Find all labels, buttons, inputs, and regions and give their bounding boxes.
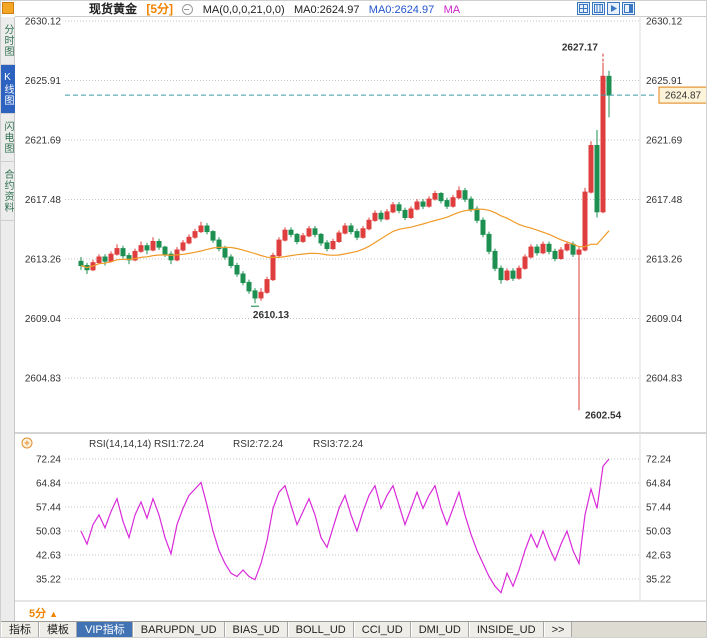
svg-text:2630.12: 2630.12: [25, 17, 62, 28]
sidebar-tab-lightning-chart[interactable]: 闪电图: [1, 114, 15, 162]
svg-text:2609.04: 2609.04: [646, 314, 683, 325]
svg-text:50.03: 50.03: [646, 527, 671, 538]
rsi-line: [80, 458, 610, 594]
collapse-indicator-icon[interactable]: [182, 4, 194, 16]
svg-text:2625.91: 2625.91: [25, 76, 62, 87]
svg-text:2602.54: 2602.54: [585, 410, 622, 421]
svg-text:2610.13: 2610.13: [253, 310, 290, 321]
candlesticks: [78, 62, 612, 411]
chart-area[interactable]: 2630.12 2625.91 2621.69 2617.48 2613.26 2609.…: [15, 16, 707, 606]
svg-text:72.24: 72.24: [36, 455, 61, 466]
left-chart-mode-sidebar: 分时图 K线图 闪电图 合约资料: [1, 17, 15, 621]
ma-line: [80, 208, 610, 269]
bottom-tab-boll-ud[interactable]: BOLL_UD: [287, 622, 354, 637]
svg-text:2617.48: 2617.48: [25, 195, 62, 206]
svg-text:RSI(14,14,14) RSI1:72.24: RSI(14,14,14) RSI1:72.24: [89, 439, 205, 450]
bottom-tab-cci-ud[interactable]: CCI_UD: [353, 622, 411, 637]
bottom-tab-templates[interactable]: 模板: [39, 622, 77, 637]
footer-period-selector[interactable]: 5分 ▲: [29, 605, 58, 620]
svg-text:57.44: 57.44: [36, 503, 61, 514]
ma0-value-2: MA0:2624.97: [368, 4, 435, 16]
rsi-header: RSI(14,14,14) RSI1:72.24 RSI2:72.24 RSI3:7…: [21, 437, 363, 450]
footer-period-label: 5分: [29, 608, 47, 620]
rsi-axis-right: 72.24 64.84 57.44 50.03 42.63 35.22: [646, 455, 671, 586]
chart-title-area: 现货黄金 [5分] MA(0,0,0,21,0,0) MA0:2624.97 M…: [89, 2, 466, 16]
sidebar-toggle-icon[interactable]: [622, 2, 635, 15]
ma-label: MA: [443, 4, 461, 16]
panel-frame: [15, 16, 706, 602]
sidebar-tab-contract-info[interactable]: 合约资料: [1, 162, 15, 221]
sidebar-tab-kline-chart[interactable]: K线图: [1, 65, 15, 114]
bottom-tab-more[interactable]: >>: [543, 622, 573, 637]
svg-text:2613.26: 2613.26: [646, 255, 683, 266]
svg-text:2625.91: 2625.91: [646, 76, 683, 87]
svg-text:2627.17: 2627.17: [562, 43, 599, 54]
svg-text:2613.26: 2613.26: [25, 255, 62, 266]
sidebar-tab-time-chart[interactable]: 分时图: [1, 17, 15, 65]
bottom-tab-vip-indicators[interactable]: VIP指标: [77, 622, 133, 637]
bottom-tab-bias-ud[interactable]: BIAS_UD: [224, 622, 288, 637]
bottom-tab-indicators[interactable]: 指标: [1, 622, 39, 637]
app-logo-icon: [2, 2, 14, 14]
layout-grid-icon[interactable]: [577, 2, 590, 15]
period-up-arrow-icon: ▲: [49, 609, 59, 619]
period-badge: [5分]: [146, 2, 174, 16]
window-layout-controls: [577, 2, 635, 15]
svg-text:RSI2:72.24: RSI2:72.24: [233, 439, 283, 450]
svg-text:2621.69: 2621.69: [646, 136, 683, 147]
svg-text:RSI3:72.24: RSI3:72.24: [313, 439, 363, 450]
svg-text:50.03: 50.03: [36, 527, 61, 538]
svg-text:2630.12: 2630.12: [646, 17, 683, 28]
price-axis-left: 2630.12 2625.91 2621.69 2617.48 2613.26 2609.…: [25, 17, 62, 385]
svg-text:2604.83: 2604.83: [646, 374, 683, 385]
layout-tile-icon[interactable]: [592, 2, 605, 15]
current-price-box: 2624.87: [658, 86, 706, 104]
price-gridlines: [65, 20, 640, 379]
price-axis-right: 2630.12 2625.91 2621.69 2617.48 2613.26 2609.…: [646, 17, 683, 385]
bottom-tab-inside-ud[interactable]: INSIDE_UD: [468, 622, 544, 637]
svg-text:2609.04: 2609.04: [25, 314, 62, 325]
svg-text:72.24: 72.24: [646, 455, 671, 466]
instrument-title: 现货黄金: [89, 2, 138, 16]
svg-text:57.44: 57.44: [646, 503, 671, 514]
chart-header-bar: 现货黄金 [5分] MA(0,0,0,21,0,0) MA0:2624.97 M…: [1, 1, 706, 17]
svg-text:35.22: 35.22: [36, 575, 61, 586]
svg-text:2624.87: 2624.87: [665, 91, 702, 102]
price-annotations: 2627.17 2610.13 2602.54: [251, 43, 622, 421]
ma0-value-1: MA0:2624.97: [294, 4, 360, 16]
svg-text:42.63: 42.63: [36, 551, 61, 562]
indicator-tab-bar: 指标 模板 VIP指标 BARUPDN_UD BIAS_UD BOLL_UD CCI_UD D…: [1, 621, 706, 637]
svg-text:2621.69: 2621.69: [25, 136, 62, 147]
rsi-axis-left: 72.24 64.84 57.44 50.03 42.63 35.22: [36, 455, 61, 586]
bottom-tab-barupdn-ud[interactable]: BARUPDN_UD: [132, 622, 225, 637]
svg-text:42.63: 42.63: [646, 551, 671, 562]
svg-text:35.22: 35.22: [646, 575, 671, 586]
ma-settings-label: MA(0,0,0,21,0,0): [202, 4, 285, 16]
play-next-icon[interactable]: [607, 2, 620, 15]
svg-text:64.84: 64.84: [36, 479, 61, 490]
svg-text:64.84: 64.84: [646, 479, 671, 490]
bottom-tab-dmi-ud[interactable]: DMI_UD: [410, 622, 469, 637]
svg-text:2604.83: 2604.83: [25, 374, 62, 385]
svg-text:2617.48: 2617.48: [646, 195, 683, 206]
